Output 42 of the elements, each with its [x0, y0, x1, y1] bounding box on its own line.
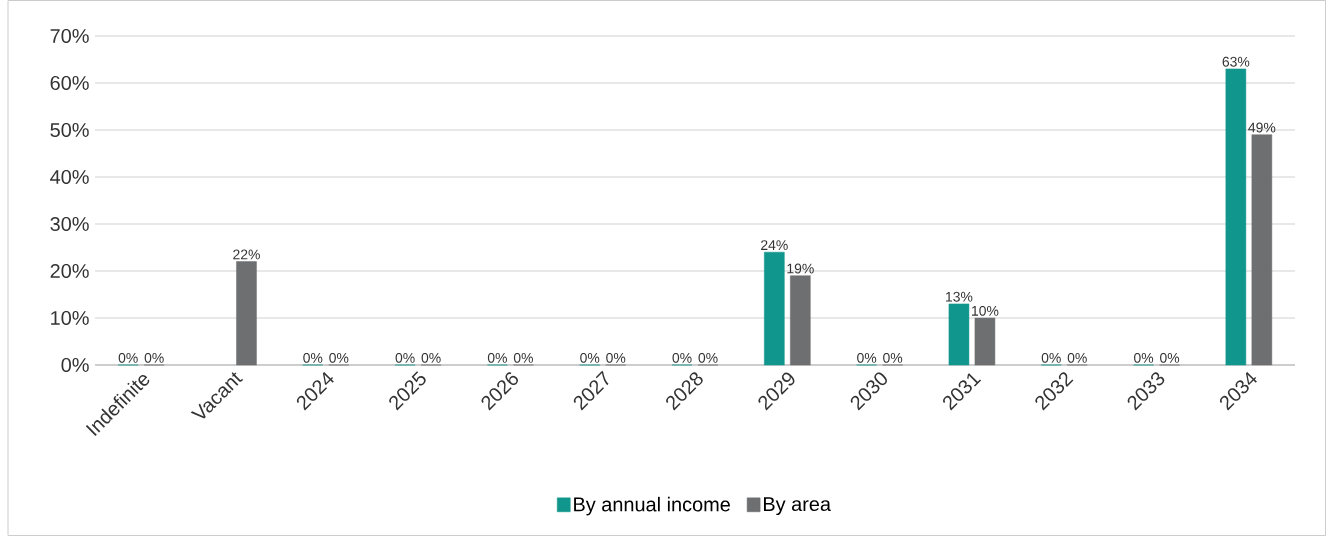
data-label: 0% — [395, 352, 415, 363]
data-label: 0% — [421, 352, 441, 363]
data-label: 0% — [1067, 352, 1087, 363]
data-label: 24% — [761, 240, 788, 250]
data-label: 19% — [787, 263, 814, 274]
bar — [236, 261, 257, 366]
y-tick-label: 30% — [50, 216, 89, 232]
data-label: 0% — [487, 352, 507, 363]
data-label: 0% — [672, 352, 692, 363]
legend-label: By area — [764, 497, 831, 516]
y-tick-label: 0% — [61, 357, 89, 373]
data-label: 0% — [1134, 352, 1154, 363]
y-tick-label: 10% — [51, 310, 89, 326]
data-label: 13% — [946, 291, 973, 302]
bar — [1251, 134, 1273, 366]
data-label: 0% — [144, 352, 164, 363]
y-tick-label: 70% — [50, 28, 89, 44]
bar — [974, 317, 996, 366]
bar — [764, 251, 785, 366]
data-label: 0% — [580, 352, 600, 363]
data-label: 0% — [698, 352, 718, 363]
data-label: 0% — [303, 352, 323, 363]
data-label: 0% — [1041, 352, 1061, 363]
y-tick-label: 60% — [50, 75, 89, 91]
legend-label: By annual income — [574, 496, 730, 516]
data-label: 0% — [857, 352, 877, 363]
bar — [948, 303, 970, 366]
data-label: 10% — [972, 305, 999, 316]
data-label: 22% — [233, 249, 260, 260]
y-tick-label: 50% — [50, 122, 89, 138]
bar — [1225, 68, 1247, 366]
data-label: 49% — [1248, 122, 1276, 133]
data-label: 0% — [883, 352, 903, 363]
data-label: 63% — [1222, 56, 1250, 67]
data-label: 0% — [329, 352, 349, 363]
data-label: 0% — [606, 352, 626, 363]
data-label: 0% — [1160, 352, 1180, 363]
bar — [790, 275, 811, 366]
y-tick-label: 20% — [50, 263, 89, 279]
y-tick-label: 40% — [50, 169, 89, 185]
data-label: 0% — [118, 352, 138, 363]
data-label: 0% — [513, 352, 533, 363]
